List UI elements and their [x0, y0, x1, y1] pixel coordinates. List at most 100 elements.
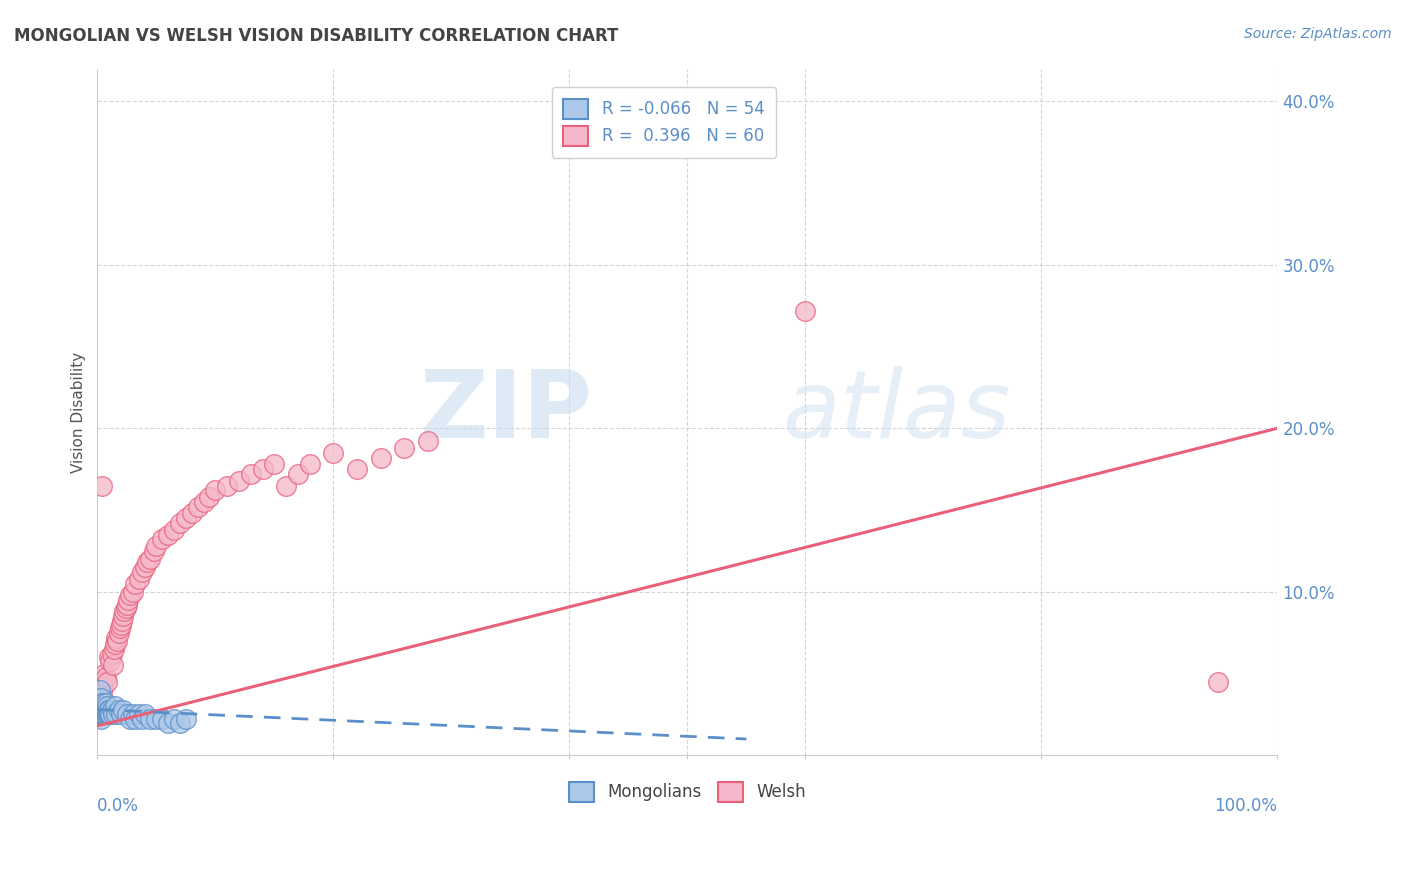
Point: [107, 625, 129, 640]
Point: [94, 702, 117, 716]
Point: [115, 598, 138, 612]
Point: [145, 539, 167, 553]
Point: [93, 702, 115, 716]
Point: [91, 702, 114, 716]
Point: [1208, 674, 1230, 689]
Point: [89, 682, 111, 697]
Point: [117, 593, 139, 607]
Point: [239, 467, 262, 481]
Point: [392, 441, 415, 455]
Point: [89, 696, 111, 710]
Point: [94, 670, 117, 684]
Point: [121, 584, 143, 599]
Point: [89, 682, 111, 697]
Point: [193, 495, 215, 509]
Point: [105, 631, 128, 645]
Point: [263, 457, 285, 471]
Legend: Mongolians, Welsh: Mongolians, Welsh: [562, 775, 813, 809]
Point: [90, 712, 112, 726]
Point: [96, 707, 118, 722]
Point: [101, 707, 124, 722]
Point: [174, 511, 197, 525]
Point: [90, 699, 112, 714]
Point: [91, 680, 114, 694]
Point: [87, 691, 110, 706]
Point: [91, 699, 114, 714]
Point: [104, 699, 127, 714]
Point: [114, 601, 136, 615]
Point: [163, 523, 186, 537]
Point: [157, 715, 180, 730]
Point: [94, 707, 117, 722]
Point: [100, 702, 122, 716]
Point: [91, 478, 114, 492]
Point: [97, 707, 120, 722]
Point: [198, 490, 221, 504]
Point: [128, 707, 150, 722]
Text: 0.0%: 0.0%: [97, 797, 139, 814]
Point: [98, 707, 121, 722]
Point: [150, 533, 173, 547]
Point: [91, 702, 114, 716]
Point: [100, 647, 122, 661]
Point: [120, 588, 142, 602]
Point: [98, 650, 121, 665]
Point: [87, 707, 110, 722]
Point: [108, 621, 131, 635]
Point: [252, 462, 274, 476]
Point: [112, 609, 135, 624]
Point: [104, 637, 127, 651]
Point: [228, 474, 250, 488]
Point: [298, 457, 321, 471]
Point: [96, 699, 118, 714]
Point: [139, 712, 162, 726]
Point: [134, 707, 156, 722]
Point: [169, 516, 191, 530]
Point: [145, 712, 167, 726]
Point: [169, 715, 191, 730]
Point: [89, 707, 111, 722]
Point: [98, 702, 121, 716]
Point: [180, 506, 202, 520]
Point: [187, 500, 209, 514]
Text: MONGOLIAN VS WELSH VISION DISABILITY CORRELATION CHART: MONGOLIAN VS WELSH VISION DISABILITY COR…: [14, 27, 619, 45]
Point: [163, 712, 186, 726]
Point: [91, 696, 114, 710]
Point: [91, 707, 114, 722]
Text: 100.0%: 100.0%: [1215, 797, 1278, 814]
Point: [103, 642, 125, 657]
Point: [90, 702, 112, 716]
Point: [128, 572, 150, 586]
Point: [370, 450, 392, 465]
Point: [91, 686, 114, 700]
Text: ZIP: ZIP: [420, 366, 593, 458]
Point: [135, 555, 157, 569]
Point: [110, 617, 132, 632]
Point: [94, 696, 117, 710]
Point: [121, 707, 143, 722]
Point: [112, 702, 135, 716]
Point: [174, 712, 197, 726]
Point: [93, 699, 115, 714]
Point: [287, 467, 309, 481]
Point: [124, 576, 146, 591]
Point: [105, 707, 128, 722]
Text: atlas: atlas: [782, 367, 1010, 458]
Point: [90, 707, 112, 722]
Point: [96, 674, 118, 689]
Point: [91, 702, 114, 716]
Point: [90, 674, 112, 689]
Point: [143, 544, 166, 558]
Point: [107, 702, 129, 716]
Point: [114, 604, 136, 618]
Point: [416, 434, 439, 449]
Point: [131, 565, 153, 579]
Point: [110, 707, 132, 722]
Point: [89, 702, 111, 716]
Point: [93, 666, 115, 681]
Text: Source: ZipAtlas.com: Source: ZipAtlas.com: [1244, 27, 1392, 41]
Point: [150, 712, 173, 726]
Y-axis label: Vision Disability: Vision Disability: [72, 351, 86, 473]
Point: [91, 707, 114, 722]
Point: [120, 712, 142, 726]
